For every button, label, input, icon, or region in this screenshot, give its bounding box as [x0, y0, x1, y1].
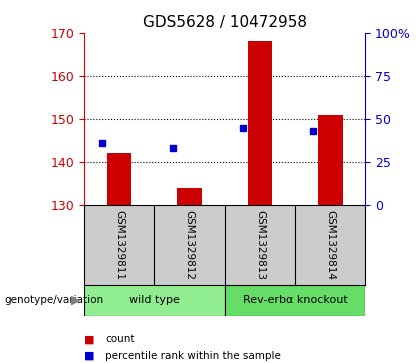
Title: GDS5628 / 10472958: GDS5628 / 10472958	[143, 15, 307, 30]
Text: ■: ■	[84, 334, 94, 344]
Text: GSM1329812: GSM1329812	[184, 210, 194, 280]
Text: GSM1329811: GSM1329811	[114, 210, 124, 280]
Text: Rev-erbα knockout: Rev-erbα knockout	[243, 295, 347, 305]
Bar	[225, 285, 365, 316]
Text: GSM1329814: GSM1329814	[325, 210, 335, 280]
Text: ▶: ▶	[71, 294, 81, 307]
Text: GSM1329813: GSM1329813	[255, 210, 265, 280]
Text: genotype/variation: genotype/variation	[4, 295, 103, 305]
Text: count: count	[105, 334, 134, 344]
Bar	[177, 188, 202, 205]
Bar	[318, 115, 343, 205]
Text: percentile rank within the sample: percentile rank within the sample	[105, 351, 281, 361]
Bar	[107, 153, 131, 205]
Bar	[84, 285, 225, 316]
Text: ■: ■	[84, 351, 94, 361]
Text: wild type: wild type	[129, 295, 180, 305]
Bar	[247, 41, 272, 205]
